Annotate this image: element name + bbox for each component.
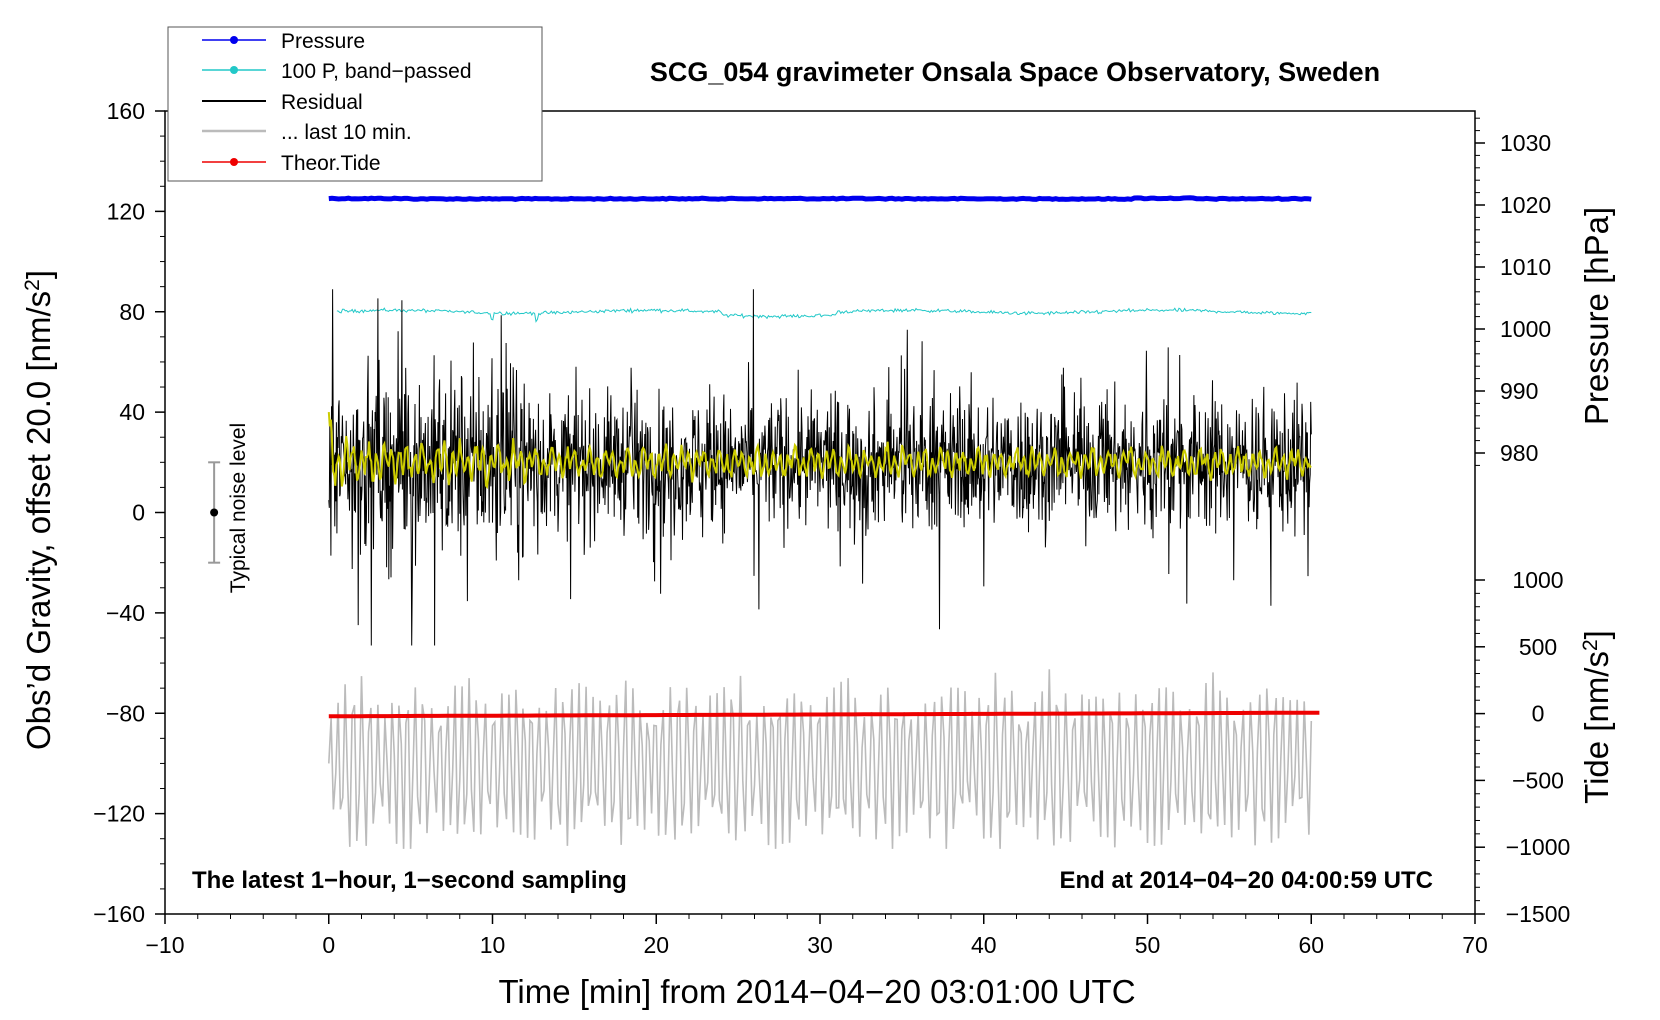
x-tick-label: 20 <box>643 932 669 958</box>
x-tick-label: 0 <box>322 932 335 958</box>
y-axis-title-tide: Tide [nm/s2] <box>1578 630 1615 804</box>
y-tick-label: −40 <box>106 600 145 626</box>
tide-tick-label: −1500 <box>1506 901 1571 927</box>
series-residual-line <box>328 289 1312 646</box>
x-tick-label: 50 <box>1135 932 1161 958</box>
tide-tick-label: −500 <box>1512 767 1564 793</box>
y-tick-label: 40 <box>119 399 145 425</box>
series-pressure-line <box>328 195 1312 202</box>
y-axis-title-tide-sup: 2 <box>1579 639 1602 651</box>
tide-tick-label: 500 <box>1519 634 1557 660</box>
pressure-tick-label: 990 <box>1500 378 1538 404</box>
x-tick-label: 10 <box>480 932 506 958</box>
y-axis-title-left: Obs’d Gravity, offset 20.0 [nm/s2] <box>20 270 57 750</box>
y-axis-title-left-end: ] <box>20 270 57 279</box>
legend-label-last10: ... last 10 min. <box>281 121 412 144</box>
legend-label-pressure: Pressure <box>281 30 365 53</box>
y-axis-title-tide-main: Tide [nm/s <box>1578 651 1615 804</box>
y-tick-label: −120 <box>93 801 145 827</box>
pressure-tick-label: 1020 <box>1500 192 1551 218</box>
series-last10-line <box>328 669 1313 849</box>
x-tick-label: 40 <box>971 932 997 958</box>
pressure-tick-label: 1030 <box>1500 130 1551 156</box>
chart-title: SCG_054 gravimeter Onsala Space Observat… <box>650 57 1380 87</box>
x-tick-label: 70 <box>1462 932 1488 958</box>
annotation-bottom-right: End at 2014−04−20 04:00:59 UTC <box>1059 867 1433 894</box>
y-axis-title-pressure: Pressure [hPa] <box>1578 207 1615 425</box>
pressure-tick-label: 1010 <box>1500 254 1551 280</box>
noise-level-label: Typical noise level <box>227 423 250 593</box>
y-tick-label: −160 <box>93 901 145 927</box>
y-tick-label: 160 <box>107 98 145 124</box>
pressure-tick-label: 980 <box>1500 440 1538 466</box>
y-tick-label: −80 <box>106 700 145 726</box>
legend-label-residual: Residual <box>281 91 363 114</box>
tide-tick-label: 0 <box>1532 701 1545 727</box>
y-tick-label: 0 <box>132 500 145 526</box>
tide-tick-label: 1000 <box>1512 567 1563 593</box>
legend-marker-tide <box>230 158 238 166</box>
legend-marker-pressure <box>230 36 238 44</box>
tide-tick-label: −1000 <box>1506 834 1571 860</box>
noise-bar-center-dot <box>210 508 219 517</box>
legend-marker-bandpassed <box>230 66 238 74</box>
y-tick-label: 80 <box>119 299 145 325</box>
y-axis-title-tide-end: ] <box>1578 630 1615 639</box>
legend-box <box>167 26 543 182</box>
y-axis-title-left-main: Obs’d Gravity, offset 20.0 [nm/s <box>20 291 57 750</box>
x-axis-title: Time [min] from 2014−04−20 03:01:00 UTC <box>498 973 1135 1010</box>
series-residual-smoothed-line <box>327 412 1312 490</box>
y-axis-title-left-sup: 2 <box>21 279 44 291</box>
ticks-layer: −10 0 10 20 30 40 50 60 7016012080400−40−80−120−… <box>93 98 1570 958</box>
pressure-tick-label: 1000 <box>1500 316 1551 342</box>
x-tick-label: −10 <box>145 932 184 958</box>
series-layer <box>327 195 1320 849</box>
y-tick-label: 120 <box>107 198 145 224</box>
noise-level-marker <box>208 461 221 564</box>
series-tide-line <box>328 710 1320 719</box>
x-tick-label: 30 <box>807 932 833 958</box>
legend-label-tide: Theor.Tide <box>281 152 381 175</box>
annotation-bottom-left: The latest 1−hour, 1−second sampling <box>192 867 627 894</box>
legend-label-bandpassed: 100 P, band−passed <box>281 60 472 83</box>
legend: Pressure 100 P, band−passed Residual ...… <box>167 26 543 182</box>
series-bandpassed-line <box>336 307 1312 323</box>
x-tick-label: 60 <box>1298 932 1324 958</box>
